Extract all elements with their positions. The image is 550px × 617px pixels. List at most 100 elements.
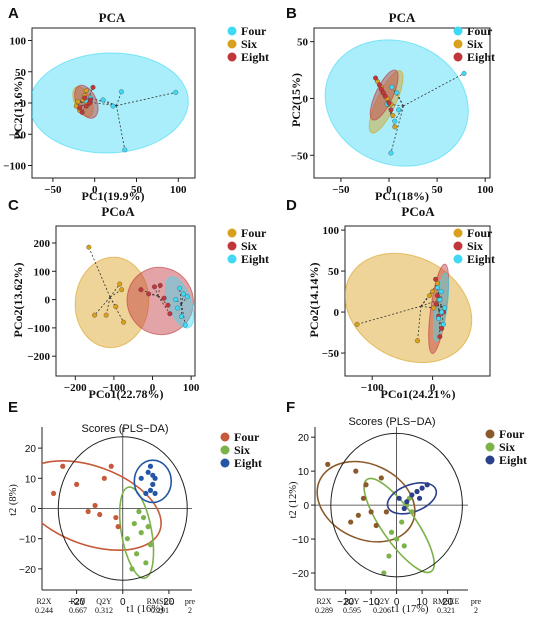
x-tick-label: 0 xyxy=(386,184,392,196)
point-eight xyxy=(150,472,156,478)
spoke-line xyxy=(181,296,188,305)
point-four xyxy=(389,84,395,90)
legend-marker-eight xyxy=(453,52,463,62)
y-tick-label: 0 xyxy=(30,505,36,516)
legend-marker-eight xyxy=(485,455,495,465)
point-eight xyxy=(147,463,154,469)
plot-frame xyxy=(313,27,491,179)
spoke-line xyxy=(76,100,83,107)
legend-marker-six xyxy=(227,39,237,49)
point-four xyxy=(108,463,114,469)
ellipse-four xyxy=(32,52,189,154)
x-tick-label: 0 xyxy=(92,184,98,196)
chart-panel-b: B PCA−50 0 50 100−50050PC1(18%)PC2(15%)FourS… xyxy=(286,5,495,203)
spoke-line xyxy=(396,92,404,107)
ellipse-eight xyxy=(133,459,173,504)
chart-title: PCoA xyxy=(401,204,435,219)
x-tick-label: 20 xyxy=(442,597,454,608)
point-eight xyxy=(373,75,379,81)
point-four xyxy=(461,71,467,76)
spoke-line xyxy=(420,299,439,307)
point-six xyxy=(131,520,137,527)
panel-letter: D xyxy=(286,197,297,214)
point-six xyxy=(138,287,144,293)
spoke-line xyxy=(394,105,404,122)
x-tick-label: 50 xyxy=(131,184,143,196)
stat-value: 0.291 xyxy=(151,606,169,615)
point-four xyxy=(431,305,437,311)
point-eight xyxy=(439,309,445,315)
point-six xyxy=(394,536,400,542)
point-eight xyxy=(441,321,446,327)
legend-marker-four xyxy=(220,432,230,442)
x-tick-label: 0 xyxy=(150,382,156,394)
x-axis-label: PCo1(22.78%) xyxy=(89,387,164,401)
point-eight xyxy=(388,107,394,113)
point-eight xyxy=(180,291,186,297)
legend-label-four: Four xyxy=(234,430,260,444)
plot-area xyxy=(315,427,468,590)
point-six xyxy=(152,284,157,290)
legend-label-six: Six xyxy=(241,37,257,51)
plot-area xyxy=(324,39,469,167)
y-tick-label: 0 xyxy=(303,93,309,105)
point-eight xyxy=(147,487,154,493)
point-four xyxy=(50,490,57,497)
point-eight xyxy=(179,314,184,320)
legend-label-eight: Eight xyxy=(467,50,495,64)
spoke-line xyxy=(386,100,394,116)
point-four xyxy=(86,244,92,250)
point-six xyxy=(165,302,171,308)
point-four xyxy=(117,281,123,287)
point-four xyxy=(360,495,367,501)
y-tick-label: 0 xyxy=(45,295,51,307)
point-eight xyxy=(404,499,410,505)
spoke-line xyxy=(181,303,186,326)
point-four xyxy=(119,287,125,293)
x-tick-label: −100 xyxy=(361,382,384,394)
point-eight xyxy=(83,103,89,109)
stat-value: 0.595 xyxy=(343,606,361,615)
point-four xyxy=(378,475,384,481)
x-tick-label: −50 xyxy=(332,184,350,196)
legend-label-six: Six xyxy=(234,443,250,457)
stat-header: Q2Y xyxy=(374,597,390,606)
legend-marker-eight xyxy=(220,458,230,468)
point-six xyxy=(146,291,152,297)
point-eight xyxy=(380,90,386,96)
legend-label-eight: Eight xyxy=(241,50,269,64)
y-tick-label: −50 xyxy=(9,129,27,141)
point-six xyxy=(124,536,130,542)
y-tick-label: −50 xyxy=(322,348,340,360)
legend-label-four: Four xyxy=(241,226,267,240)
panel-letter: B xyxy=(286,5,297,22)
legend-label-six: Six xyxy=(499,440,515,454)
point-eight xyxy=(436,316,442,322)
y-tick-label: 20 xyxy=(25,444,37,455)
point-eight xyxy=(87,100,93,106)
legend-marker-six xyxy=(485,442,495,452)
ellipse-six xyxy=(368,70,404,134)
hotelling-ellipse xyxy=(57,436,188,581)
x-axis-label: PC1(19.9%) xyxy=(82,189,145,203)
spoke-line xyxy=(179,288,182,305)
y-tick-label: 200 xyxy=(34,238,51,250)
spoke-line xyxy=(417,306,422,341)
point-four xyxy=(355,512,361,518)
legend-label-eight: Eight xyxy=(234,456,262,470)
point-six xyxy=(433,276,439,282)
spoke-line xyxy=(86,87,94,103)
y-axis-label: PCo2(14.14%) xyxy=(307,263,321,338)
legend-label-six: Six xyxy=(467,239,483,253)
stat-header: R2X xyxy=(36,597,51,606)
x-tick-label: −100 xyxy=(103,382,126,394)
y-tick-label: 0 xyxy=(334,307,340,319)
chart-panel-d: D PCoA −100 0 −50 0 50 100 PCo1(24.21%) PCo2(14.1… xyxy=(286,197,495,401)
ellipse-eight xyxy=(386,482,438,515)
stat-header: pre xyxy=(185,597,196,606)
point-eight xyxy=(437,297,443,303)
